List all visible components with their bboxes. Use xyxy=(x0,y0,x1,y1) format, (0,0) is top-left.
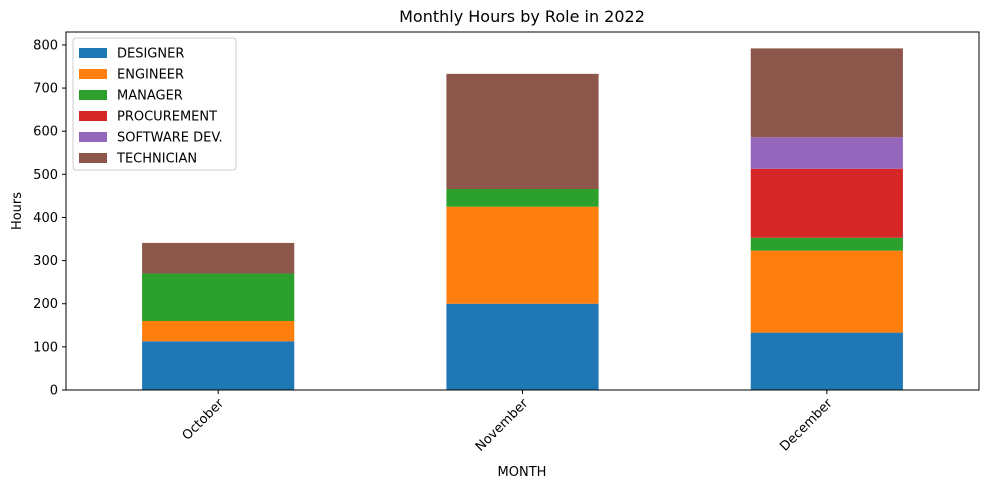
legend-swatch xyxy=(79,48,107,58)
legend-swatch xyxy=(79,111,107,121)
legend-label: MANAGER xyxy=(117,89,183,104)
bar-segment xyxy=(142,242,295,274)
legend-label: SOFTWARE DEV. xyxy=(117,131,223,146)
y-axis: 0 100 200 300 400 500 600 700 800 xyxy=(33,38,66,399)
bars-layer xyxy=(142,48,903,390)
legend-label: TECHNICIAN xyxy=(116,152,197,167)
legend-swatch xyxy=(79,132,107,142)
y-axis-label: Hours xyxy=(10,192,25,230)
bar-segment xyxy=(446,206,599,304)
x-tick-label: October xyxy=(180,396,228,444)
legend-box xyxy=(72,37,237,171)
legend-label: ENGINEER xyxy=(117,68,184,83)
x-axis-label: MONTH xyxy=(498,465,547,480)
bar-segment xyxy=(750,250,903,333)
y-tick-label: 700 xyxy=(33,82,58,97)
y-tick-label: 100 xyxy=(33,340,58,355)
bar-segment xyxy=(446,303,599,390)
x-axis: October November December xyxy=(180,390,836,455)
legend-label: DESIGNER xyxy=(117,47,184,62)
bar-segment xyxy=(446,189,599,207)
y-tick-label: 600 xyxy=(33,125,58,140)
y-tick-label: 200 xyxy=(33,297,58,312)
legend-label: PROCUREMENT xyxy=(117,110,217,125)
bar-segment xyxy=(446,73,599,189)
bar-segment xyxy=(750,48,903,138)
y-tick-label: 0 xyxy=(50,384,58,399)
y-tick-label: 800 xyxy=(33,38,58,53)
y-tick-label: 300 xyxy=(33,254,58,269)
x-tick-label: November xyxy=(473,396,532,455)
legend-swatch xyxy=(79,69,107,79)
legend: DESIGNER ENGINEER MANAGER PROCUREMENT SOFTWA… xyxy=(72,37,237,171)
bar-segment xyxy=(142,273,295,321)
bar-segment xyxy=(750,168,903,238)
bar-segment xyxy=(750,137,903,169)
bar-segment xyxy=(750,332,903,390)
bar-segment xyxy=(142,320,295,342)
y-tick-label: 400 xyxy=(33,211,58,226)
bar-segment xyxy=(142,341,295,390)
chart-title: Monthly Hours by Role in 2022 xyxy=(399,7,645,26)
legend-swatch xyxy=(79,153,107,163)
x-tick-label: December xyxy=(777,396,836,455)
y-tick-label: 500 xyxy=(33,168,58,183)
bar-segment xyxy=(750,237,903,251)
legend-swatch xyxy=(79,90,107,100)
